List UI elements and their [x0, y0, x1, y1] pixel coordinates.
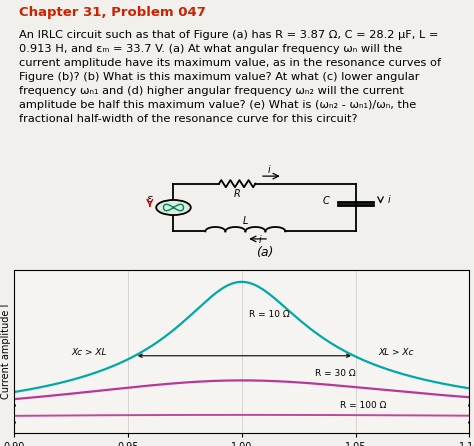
Text: L: L [243, 216, 248, 226]
Text: C: C [322, 195, 329, 206]
Text: R = 10 Ω: R = 10 Ω [248, 310, 289, 319]
Text: R = 100 Ω: R = 100 Ω [339, 401, 386, 410]
Text: XL > Xc: XL > Xc [379, 348, 414, 357]
Text: Xc > XL: Xc > XL [72, 348, 107, 357]
Text: Chapter 31, Problem 047: Chapter 31, Problem 047 [19, 6, 206, 19]
Circle shape [156, 200, 191, 215]
Text: ε: ε [147, 194, 153, 204]
Text: R = 30 Ω: R = 30 Ω [315, 369, 355, 378]
Text: i: i [258, 235, 261, 245]
Text: R: R [234, 189, 241, 199]
Text: An IRLC circuit such as that of Figure (a) has R = 3.87 Ω, C = 28.2 μF, L =
0.91: An IRLC circuit such as that of Figure (… [19, 30, 441, 124]
Text: i: i [387, 194, 390, 205]
Text: i: i [268, 165, 271, 175]
Y-axis label: Current amplitude I: Current amplitude I [1, 304, 11, 399]
Text: (a): (a) [256, 246, 273, 259]
